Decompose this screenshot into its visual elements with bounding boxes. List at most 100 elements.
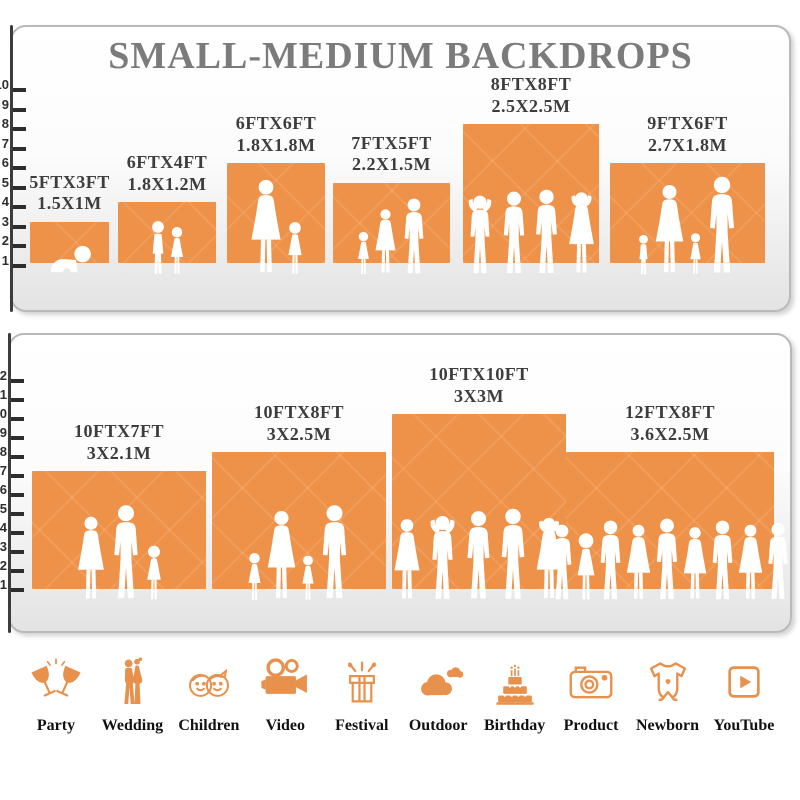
category-label: Outdoor — [408, 717, 468, 734]
page-title: SMALL-MEDIUM BACKDROPS — [108, 35, 693, 77]
ruler-tick — [11, 550, 24, 554]
youtube-icon — [717, 655, 771, 709]
baby-silhouette — [45, 242, 94, 276]
man-up-silhouette — [464, 194, 497, 276]
category-item-party: Party — [20, 655, 92, 735]
category-item-birthday: Birthday — [479, 655, 551, 735]
ruler-tick — [13, 244, 26, 248]
ruler-number: 9 — [0, 425, 7, 440]
girl-silhouette — [301, 554, 315, 602]
backdrop-size-label: 5FTX3FT 1.5X1M — [0, 172, 165, 216]
ruler-number: 6 — [0, 482, 7, 497]
girl-silhouette — [170, 226, 185, 276]
ruler-tick — [13, 146, 26, 151]
ruler-number: 4 — [0, 520, 7, 535]
birthday-icon — [488, 655, 542, 709]
backdrop-rect — [30, 221, 109, 263]
size-feet-text: 5FTX3FT — [29, 171, 110, 192]
size-meters-text: 3.6X2.5M — [630, 423, 710, 444]
man-silhouette — [463, 510, 494, 602]
size-feet-text: 9FTX6FT — [647, 113, 728, 133]
people-silhouettes — [392, 508, 566, 602]
ruler-tick — [11, 531, 24, 535]
woman-silhouette — [76, 516, 107, 602]
man-silhouette — [705, 176, 739, 276]
ruler-tick — [13, 224, 26, 229]
man-silhouette — [549, 524, 576, 602]
ruler-axis-line — [10, 25, 13, 312]
ruler-number: 3 — [1, 213, 9, 229]
ruler-number: 3 — [0, 539, 7, 554]
medium-backdrops-panel: 12111098765432110FTX7FT3X2.1M10FTX8FT3X2… — [0, 333, 792, 633]
backdrop-size-label: 10FTX8FT 3X2.5M — [204, 402, 394, 446]
ruler-number: 10 — [0, 406, 7, 421]
category-label: Product — [563, 717, 619, 734]
backdrop-rect — [566, 452, 774, 589]
size-meters-text: 1.8X1.2M — [127, 173, 207, 194]
backdrop-rect — [463, 124, 599, 263]
girl-silhouette — [287, 221, 304, 276]
video-icon — [258, 655, 312, 709]
category-item-youtube: YouTube — [708, 655, 780, 735]
category-label: Video — [265, 717, 306, 734]
girl-silhouette — [356, 231, 370, 276]
ruler-number: 8 — [1, 116, 9, 131]
ruler-number: 5 — [1, 174, 9, 190]
ruler-tick — [11, 417, 24, 421]
category-item-outdoor: Outdoor — [402, 655, 474, 735]
ruler-tick — [11, 436, 24, 440]
ruler-tick — [11, 569, 24, 573]
size-meters-text: 1.5X1M — [37, 193, 102, 214]
woman-silhouette — [265, 510, 298, 602]
ruler-number: 5 — [0, 501, 7, 516]
woman-silhouette — [653, 184, 686, 276]
girl-silhouette — [247, 552, 262, 602]
ruler-number: 12 — [0, 368, 7, 383]
ruler-tick — [13, 185, 26, 190]
product-icon — [564, 655, 618, 709]
man-silhouette — [318, 504, 351, 602]
people-silhouettes — [356, 198, 427, 276]
ruler-tick — [13, 166, 26, 170]
category-item-festival: Festival — [326, 655, 398, 735]
backdrop-rect — [118, 202, 216, 263]
small-backdrops-panel: SMALL-MEDIUM BACKDROPS 10 9 8 7 6 5 4 3 2 1 5FTX3F… — [0, 25, 791, 312]
backdrop-size-label: 7FTX5FT 2.2X1.5M — [297, 133, 487, 177]
category-item-video: Video — [249, 655, 321, 735]
wedding-icon — [105, 655, 159, 709]
newborn-icon — [641, 655, 695, 709]
ruler-tick — [13, 205, 26, 209]
size-meters-text: 2.7X1.8M — [648, 134, 727, 155]
people-silhouettes — [249, 179, 304, 276]
ruler-tick — [11, 455, 24, 459]
girl-silhouette — [576, 532, 597, 602]
ruler-number: 9 — [1, 96, 9, 112]
ruler-number: 4 — [1, 194, 9, 209]
category-item-newborn: Newborn — [632, 655, 704, 735]
man-silhouette — [597, 520, 625, 602]
people-silhouettes — [247, 504, 351, 602]
category-icon-row: Party Wedding Children Video Festival Outdoor… — [20, 655, 780, 735]
size-meters-text: 3X3M — [454, 385, 504, 406]
ruler-tick — [11, 588, 24, 592]
ruler-number: 1 — [0, 577, 7, 592]
category-label: Newborn — [635, 717, 700, 734]
backdrop-size-label: 12FTX8FT 3.6X2.5M — [575, 402, 765, 446]
size-feet-text: 7FTX5FT — [351, 132, 432, 153]
ruler-tick — [13, 107, 26, 112]
size-feet-text: 10FTX8FT — [253, 402, 344, 422]
festival-icon — [335, 655, 389, 709]
man-silhouette — [709, 520, 737, 602]
ruler-tick — [11, 379, 24, 383]
ruler-tick — [13, 127, 26, 131]
size-feet-text: 8FTX8FT — [490, 74, 572, 94]
ruler-number: 2 — [0, 558, 7, 573]
size-meters-text: 3X2.1M — [86, 442, 152, 463]
people-silhouettes — [150, 220, 185, 276]
man-silhouette — [765, 522, 792, 602]
woman-silhouette — [737, 524, 765, 602]
people-silhouettes — [464, 189, 599, 276]
boy-silhouette — [150, 220, 167, 276]
backdrop-size-label: 10FTX10FT 3X3M — [384, 364, 574, 408]
backdrop-size-label: 6FTX6FT 1.8X1.8M — [181, 113, 371, 157]
